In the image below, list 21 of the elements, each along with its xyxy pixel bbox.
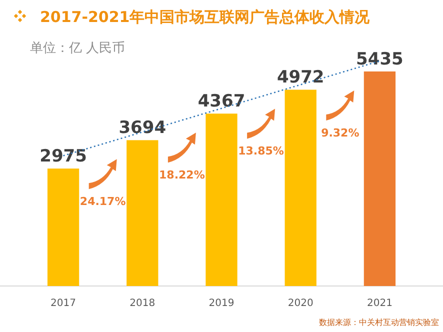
annotation: 9.32%: [321, 126, 360, 140]
annotation: 18.22%: [159, 168, 205, 182]
x-tick-label: 2020: [288, 298, 314, 309]
bar: [126, 140, 158, 286]
data-label: 2975: [40, 146, 87, 167]
bar: [284, 90, 316, 286]
data-label: 4367: [198, 92, 246, 112]
annotation: 24.17%: [80, 195, 126, 208]
x-tick-label: 2017: [50, 298, 76, 309]
source-note: 数据来源：中关村互动营销实验室: [319, 318, 439, 327]
data-label: 4972: [276, 68, 324, 88]
bar: [364, 71, 396, 286]
chart-subtitle: 单位：亿 人民币: [30, 41, 126, 56]
chart-title: 2017-2021年中国市场互联网广告总体收入情况: [40, 8, 371, 26]
x-tick-label: 2021: [366, 298, 392, 309]
x-tick-label: 2018: [130, 298, 156, 309]
data-label: 5435: [356, 49, 404, 70]
annotation: 13.85%: [238, 144, 284, 158]
x-tick-label: 2019: [208, 298, 234, 309]
bar: [206, 114, 238, 286]
bar: [47, 168, 80, 286]
